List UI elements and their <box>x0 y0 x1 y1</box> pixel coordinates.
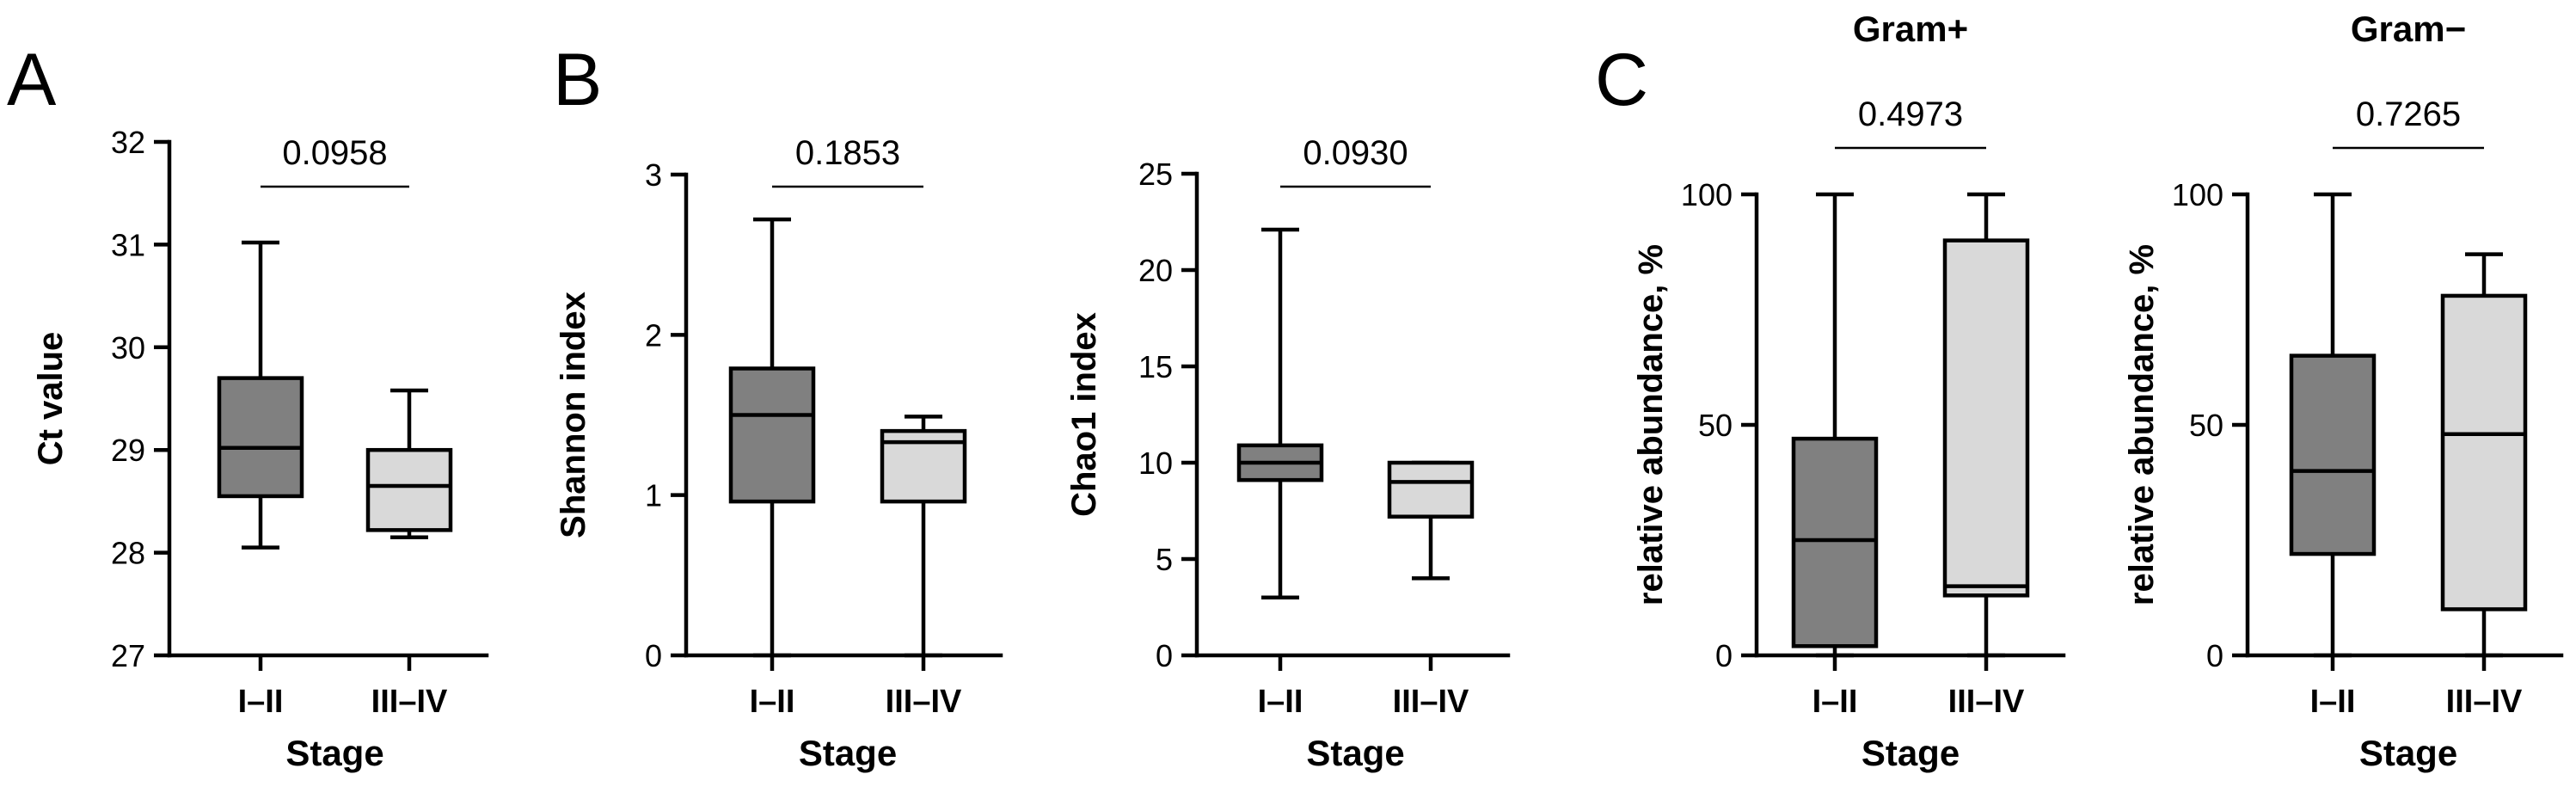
y-tick-label: 0 <box>645 638 662 673</box>
x-tick-label: I–II <box>1812 684 1858 720</box>
y-axis-title: relative abundance, % <box>1632 244 1670 605</box>
x-axis-title: Stage <box>1861 733 1960 773</box>
p-value-label: 0.4973 <box>1858 95 1963 133</box>
iqr-box <box>2440 293 2528 611</box>
chart-title: Gram+ <box>1853 9 1968 49</box>
y-tick-label: 20 <box>1138 253 1173 288</box>
box-1 <box>217 240 304 550</box>
panel-letter: B <box>553 39 602 121</box>
box-1 <box>728 217 816 658</box>
iqr-box <box>1791 436 1879 648</box>
y-axis-title: Chao1 index <box>1065 312 1103 517</box>
boxplot-chart-3: 0 5 10 15 20 25 Chao1 index I–II III–IV Stage 0.09… <box>1065 134 1511 773</box>
boxplot-chart-4: C Gram+ 0 50 100 relative abundance, % I–II III… <box>1595 9 2066 773</box>
box-2 <box>2440 252 2528 658</box>
y-axis-title: relative abundance, % <box>2123 244 2161 605</box>
y-tick-label: 25 <box>1138 157 1173 192</box>
iqr-box <box>728 366 816 504</box>
iqr-box <box>217 376 304 499</box>
boxplot-chart-1: A 27 28 29 30 31 32 Ct value I–II III–IV Stage 0.09… <box>7 39 489 773</box>
box-1 <box>1791 192 1879 658</box>
y-tick-label: 3 <box>645 157 662 193</box>
y-tick-label: 31 <box>111 227 145 262</box>
y-tick-label: 0 <box>1156 638 1173 673</box>
x-tick-label: III–IV <box>1393 684 1469 720</box>
x-tick-label: III–IV <box>1948 684 2025 720</box>
p-value-label: 0.1853 <box>795 134 900 172</box>
x-axis-title: Stage <box>285 733 383 773</box>
x-axis-title: Stage <box>1306 733 1404 773</box>
panel-letter: A <box>7 39 57 121</box>
y-tick-label: 15 <box>1138 349 1173 384</box>
x-tick-label: I–II <box>1258 684 1303 720</box>
p-value-label: 0.0930 <box>1303 134 1408 172</box>
panel-letter: C <box>1595 39 1648 121</box>
x-tick-label: I–II <box>238 684 284 720</box>
y-tick-label: 28 <box>111 536 145 571</box>
box-2 <box>1942 192 2030 658</box>
iqr-box <box>2289 353 2377 556</box>
p-value-label: 0.0958 <box>282 134 387 172</box>
y-tick-label: 27 <box>111 638 145 673</box>
box-2 <box>880 415 967 658</box>
y-tick-label: 5 <box>1156 542 1173 577</box>
x-tick-label: III–IV <box>886 684 962 720</box>
y-tick-label: 50 <box>2189 408 2223 443</box>
y-tick-label: 2 <box>645 317 662 353</box>
boxplot-chart-5: Gram− 0 50 100 relative abundance, % I–II III–… <box>2123 9 2564 773</box>
x-tick-label: I–II <box>750 684 795 720</box>
y-axis-title: Ct value <box>32 332 70 466</box>
y-tick-label: 29 <box>111 433 145 468</box>
box-2 <box>365 388 453 539</box>
x-axis-title: Stage <box>799 733 897 773</box>
y-tick-label: 0 <box>2206 638 2223 673</box>
x-tick-label: III–IV <box>371 684 448 720</box>
x-tick-label: III–IV <box>2446 684 2523 720</box>
p-value-label: 0.7265 <box>2356 95 2461 133</box>
y-tick-label: 1 <box>645 478 662 513</box>
iqr-box <box>1942 238 2030 598</box>
y-axis-title: Shannon index <box>555 292 592 538</box>
chart-title: Gram− <box>2351 9 2466 49</box>
x-tick-label: I–II <box>2310 684 2356 720</box>
iqr-box <box>365 447 453 532</box>
box-1 <box>2289 192 2377 658</box>
y-tick-label: 0 <box>1715 638 1733 673</box>
boxplot-chart-2: B 0 1 2 3 Shannon index I–II III–IV Stage 0.1853 <box>553 39 1003 773</box>
box-2 <box>1387 460 1475 581</box>
y-tick-label: 50 <box>1698 408 1733 443</box>
y-tick-label: 32 <box>111 125 145 160</box>
y-tick-label: 30 <box>111 330 145 366</box>
y-tick-label: 10 <box>1138 446 1173 481</box>
y-tick-label: 100 <box>1681 177 1733 212</box>
box-1 <box>1236 227 1324 600</box>
y-tick-label: 100 <box>2172 177 2223 212</box>
x-axis-title: Stage <box>2359 733 2457 773</box>
iqr-box <box>1387 460 1475 519</box>
